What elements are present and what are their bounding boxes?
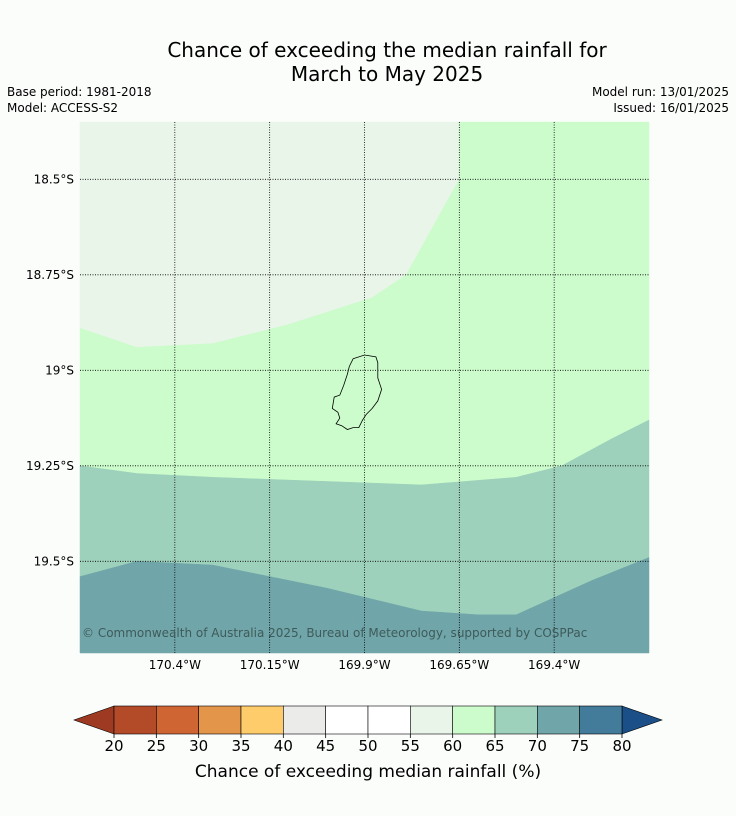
- lat-tick-label: 19.5°S: [34, 554, 74, 568]
- lat-tick-label: 19.25°S: [26, 459, 74, 473]
- title-line-2: March to May 2025: [290, 62, 484, 86]
- colorbar-swatch: [367, 705, 411, 735]
- colorbar-swatch: [537, 705, 580, 735]
- colorbar-swatch: [494, 705, 538, 735]
- lat-tick-label: 18.75°S: [26, 268, 74, 282]
- lat-tick-label: 19°S: [45, 363, 74, 377]
- lat-tick-label: 18.5°S: [34, 172, 74, 186]
- gridlines: [80, 122, 649, 653]
- colorbar-swatch: [240, 705, 284, 735]
- meta-right: Model run: 13/01/2025 Issued: 16/01/2025: [592, 84, 729, 116]
- colorbar-tick-label: 20: [104, 737, 123, 755]
- base-period: Base period: 1981-2018: [7, 85, 152, 99]
- colorbar-swatch: [410, 705, 453, 735]
- colorbar-tick-label: 65: [485, 737, 504, 755]
- colorbar: 20 25 30 35 40 45 50 55 60 65 70 75 80: [73, 705, 663, 755]
- colorbar-tick-label: 80: [612, 737, 631, 755]
- colorbar-under-arrow: [73, 705, 115, 735]
- map-title: Chance of exceeding the median rainfall …: [0, 38, 736, 86]
- colorbar-swatch: [579, 705, 623, 735]
- lon-tick-label: 169.9°W: [338, 658, 390, 672]
- colorbar-tick-label: 75: [570, 737, 589, 755]
- model-name: Model: ACCESS-S2: [7, 101, 119, 115]
- title-line-1: Chance of exceeding the median rainfall …: [167, 38, 607, 62]
- colorbar-over-arrow: [621, 705, 663, 735]
- colorbar-tick-label: 70: [528, 737, 547, 755]
- lon-tick-label: 170.15°W: [240, 658, 300, 672]
- colorbar-swatch: [452, 705, 496, 735]
- colorbar-label: Chance of exceeding median rainfall (%): [194, 762, 542, 782]
- island-outline: [331, 354, 383, 430]
- meta-left: Base period: 1981-2018 Model: ACCESS-S2: [7, 84, 152, 116]
- colorbar-swatch: [113, 705, 157, 735]
- lon-tick-label: 170.4°W: [149, 658, 201, 672]
- model-run: Model run: 13/01/2025: [591, 85, 729, 99]
- issued-date: Issued: 16/01/2025: [613, 101, 729, 115]
- colorbar-tick-label: 30: [189, 737, 208, 755]
- colorbar-swatch: [198, 705, 242, 735]
- colorbar-tick-label: 40: [274, 737, 293, 755]
- axis-tick-labels: 18.5°S 18.75°S 19°S 19.25°S 19.5°S 170.4°W 170…: [26, 172, 580, 672]
- copyright-notice: © Commonwealth of Australia 2025, Bureau…: [82, 626, 587, 640]
- colorbar-tick-label: 25: [147, 737, 166, 755]
- colorbar-swatch: [156, 705, 199, 735]
- colorbar-tick-label: 50: [358, 737, 377, 755]
- lon-tick-label: 169.4°W: [528, 658, 580, 672]
- colorbar-swatch: [325, 705, 369, 735]
- colorbar-swatch: [283, 705, 326, 735]
- colorbar-tick-label: 60: [443, 737, 462, 755]
- colorbar-tick-label: 35: [231, 737, 250, 755]
- colorbar-tick-label: 55: [401, 737, 420, 755]
- lon-tick-label: 169.65°W: [429, 658, 489, 672]
- colorbar-tick-label: 45: [316, 737, 335, 755]
